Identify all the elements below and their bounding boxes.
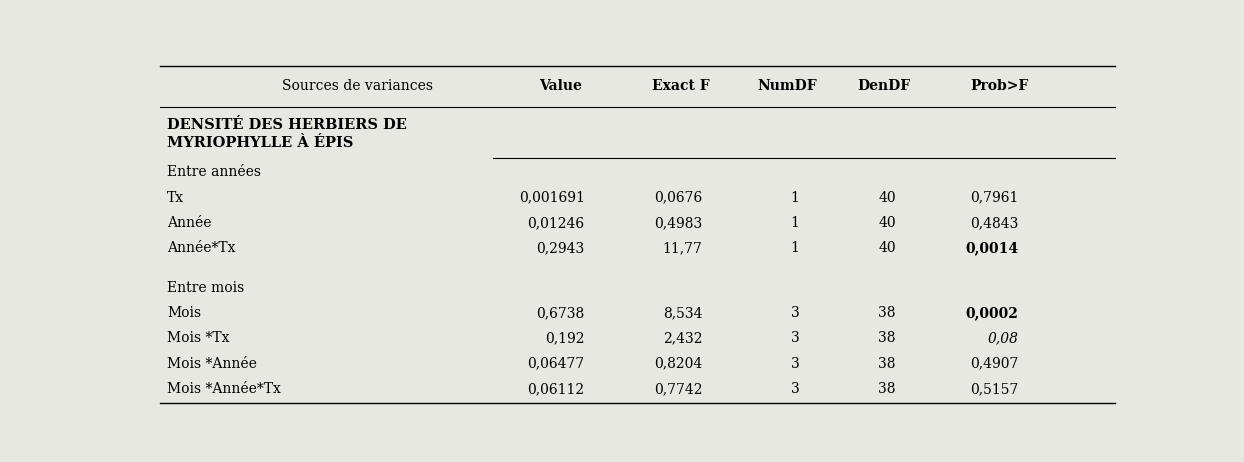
Text: 0,001691: 0,001691 — [519, 190, 585, 205]
Text: 0,8204: 0,8204 — [654, 357, 702, 371]
Text: Mois *Tx: Mois *Tx — [167, 331, 230, 345]
Text: DENSITÉ DES HERBIERS DE: DENSITÉ DES HERBIERS DE — [167, 118, 407, 132]
Text: 0,06112: 0,06112 — [527, 382, 585, 396]
Text: 38: 38 — [878, 382, 896, 396]
Text: 3: 3 — [791, 306, 800, 320]
Text: Sources de variances: Sources de variances — [282, 79, 433, 93]
Text: Entre mois: Entre mois — [167, 280, 244, 294]
Text: 3: 3 — [791, 382, 800, 396]
Text: 0,4907: 0,4907 — [970, 357, 1019, 371]
Text: 8,534: 8,534 — [663, 306, 702, 320]
Text: 0,06477: 0,06477 — [527, 357, 585, 371]
Text: 38: 38 — [878, 306, 896, 320]
Text: 0,08: 0,08 — [988, 331, 1019, 345]
Text: 3: 3 — [791, 331, 800, 345]
Text: 38: 38 — [878, 357, 896, 371]
Text: 0,0014: 0,0014 — [965, 241, 1019, 255]
Text: 0,01246: 0,01246 — [527, 216, 585, 230]
Text: 11,77: 11,77 — [662, 241, 702, 255]
Text: 1: 1 — [791, 190, 800, 205]
Text: Mois *Année*Tx: Mois *Année*Tx — [167, 382, 281, 396]
Text: 2,432: 2,432 — [663, 331, 702, 345]
Text: 0,0002: 0,0002 — [965, 306, 1019, 320]
Text: Entre années: Entre années — [167, 165, 261, 179]
Text: 1: 1 — [791, 241, 800, 255]
Text: 0,7742: 0,7742 — [653, 382, 702, 396]
Text: 1: 1 — [791, 216, 800, 230]
Text: Exact F: Exact F — [652, 79, 710, 93]
Text: NumDF: NumDF — [758, 79, 817, 93]
Text: 40: 40 — [878, 241, 896, 255]
Text: MYRIOPHYLLE À ÉPIS: MYRIOPHYLLE À ÉPIS — [167, 136, 353, 150]
Text: Tx: Tx — [167, 190, 184, 205]
Text: Mois *Année: Mois *Année — [167, 357, 258, 371]
Text: 0,4843: 0,4843 — [970, 216, 1019, 230]
Text: 0,2943: 0,2943 — [536, 241, 585, 255]
Text: 0,4983: 0,4983 — [654, 216, 702, 230]
Text: 3: 3 — [791, 357, 800, 371]
Text: 0,192: 0,192 — [545, 331, 585, 345]
Text: Value: Value — [539, 79, 582, 93]
Text: 38: 38 — [878, 331, 896, 345]
Text: 0,0676: 0,0676 — [654, 190, 702, 205]
Text: DenDF: DenDF — [857, 79, 909, 93]
Text: Prob>F: Prob>F — [970, 79, 1029, 93]
Text: Année: Année — [167, 216, 211, 230]
Text: 0,6738: 0,6738 — [536, 306, 585, 320]
Text: 40: 40 — [878, 216, 896, 230]
Text: Mois: Mois — [167, 306, 202, 320]
Text: 0,7961: 0,7961 — [970, 190, 1019, 205]
Text: 40: 40 — [878, 190, 896, 205]
Text: 0,5157: 0,5157 — [970, 382, 1019, 396]
Text: Année*Tx: Année*Tx — [167, 241, 235, 255]
